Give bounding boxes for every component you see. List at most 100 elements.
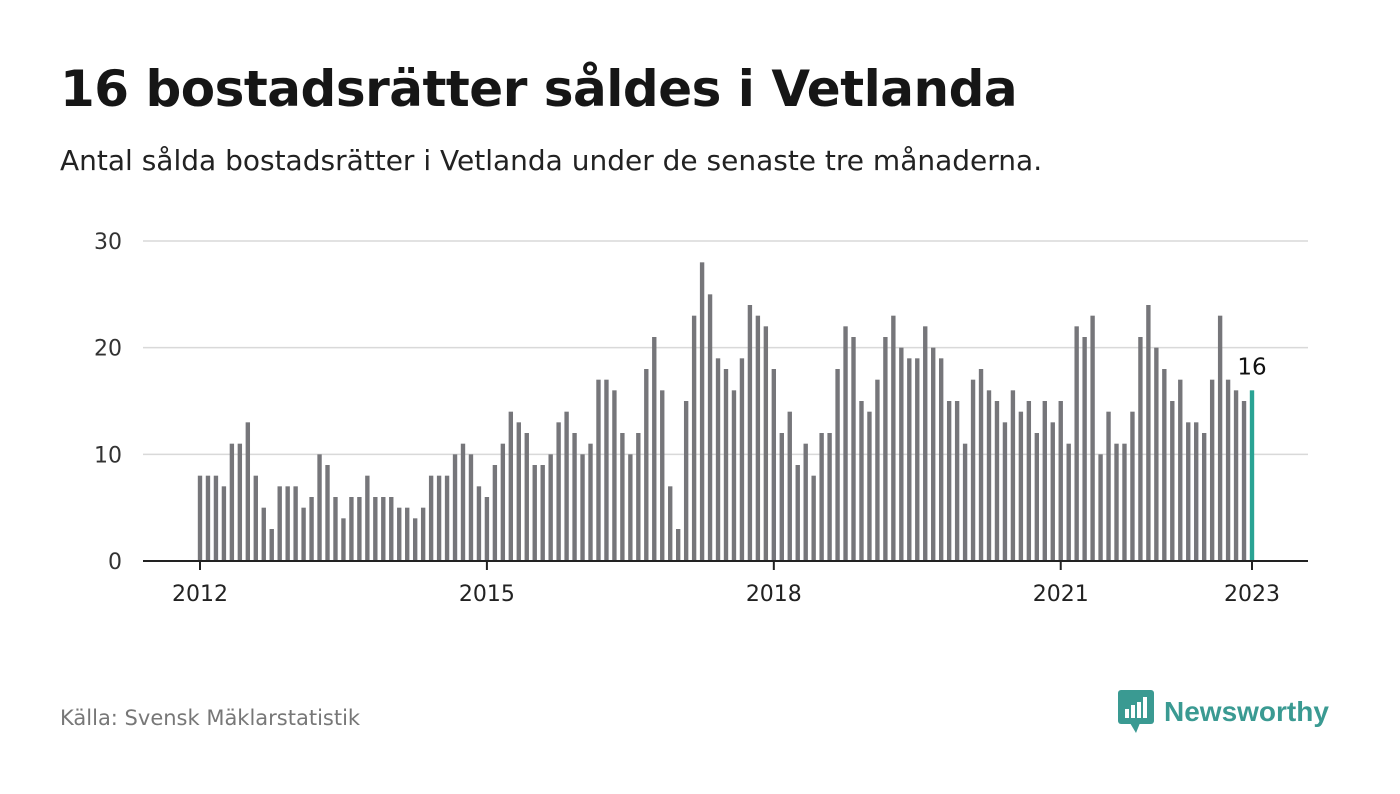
y-tick-label: 30	[94, 230, 122, 255]
bar	[1106, 411, 1111, 561]
bar	[492, 465, 498, 561]
bar	[923, 326, 928, 561]
bar	[707, 294, 713, 561]
bar	[1074, 326, 1079, 561]
bar	[317, 454, 322, 561]
bar	[516, 422, 521, 561]
bar	[962, 443, 968, 561]
bar	[931, 347, 936, 561]
bar-highlight	[1249, 390, 1255, 561]
bar	[795, 465, 800, 561]
bar	[436, 475, 442, 561]
bar	[755, 315, 761, 561]
bar	[668, 486, 673, 561]
bar	[237, 443, 243, 561]
bar	[946, 401, 952, 561]
bar	[779, 433, 784, 561]
bar	[1217, 315, 1223, 561]
bar	[548, 454, 553, 561]
bar	[596, 379, 601, 561]
x-tick-label: 2015	[459, 582, 515, 607]
bar	[444, 475, 450, 561]
bar	[938, 358, 944, 561]
bar	[811, 475, 816, 561]
bar	[532, 465, 537, 561]
bar	[412, 518, 418, 561]
x-tick-label: 2023	[1224, 582, 1280, 607]
brand-name: Newsworthy	[1164, 696, 1329, 727]
bar	[1225, 379, 1231, 561]
x-tick-label: 2012	[172, 582, 228, 607]
bar	[1082, 337, 1087, 561]
bar	[588, 443, 593, 561]
bar	[1098, 454, 1103, 561]
bar-chart-speech-icon	[1118, 690, 1154, 733]
bar	[285, 486, 290, 561]
bar	[468, 454, 474, 561]
bar	[787, 411, 792, 561]
bar	[1042, 401, 1047, 561]
bar	[484, 497, 490, 561]
source-note: Källa: Svensk Mäklarstatistik	[60, 706, 361, 730]
bar	[699, 262, 705, 561]
bar	[1010, 390, 1016, 561]
bar	[1058, 401, 1063, 561]
bar	[253, 475, 258, 561]
bar	[970, 379, 976, 561]
bar	[883, 337, 888, 561]
bar	[397, 507, 402, 561]
bar	[500, 443, 506, 561]
bar	[341, 518, 346, 561]
bar	[612, 390, 617, 561]
bar	[524, 433, 529, 561]
x-axis-ticks: 2012 2015 2018 2021 2023	[172, 561, 1280, 607]
bar	[1002, 422, 1008, 561]
bar	[907, 358, 912, 561]
bar	[381, 497, 386, 561]
x-tick-label: 2018	[746, 582, 802, 607]
bar	[835, 369, 840, 561]
bar	[580, 454, 585, 561]
y-tick-label: 20	[94, 337, 122, 362]
bar	[867, 411, 872, 561]
bar	[460, 443, 466, 561]
bar	[636, 433, 641, 561]
bar	[540, 465, 545, 561]
bar	[205, 475, 211, 561]
bar	[978, 369, 984, 561]
brand-logo: Newsworthy	[1118, 690, 1329, 734]
bar	[357, 497, 362, 561]
bar	[1154, 347, 1159, 561]
bar	[827, 433, 832, 561]
highlight-value-label: 16	[1237, 354, 1266, 380]
bar	[1114, 443, 1119, 561]
bar	[476, 486, 482, 561]
bar	[843, 326, 848, 561]
bar	[349, 497, 354, 561]
bar	[420, 507, 426, 561]
bar	[325, 465, 330, 561]
bar	[452, 454, 458, 561]
bar	[269, 529, 274, 561]
bar	[261, 507, 266, 561]
chart-subtitle: Antal sålda bostadsrätter i Vetlanda und…	[60, 144, 1043, 177]
chart-title: 16 bostadsrätter såldes i Vetlanda	[60, 60, 1018, 118]
bar	[405, 507, 410, 561]
x-tick-label: 2021	[1033, 582, 1089, 607]
bar	[1122, 443, 1127, 561]
bar	[851, 337, 856, 561]
bar	[915, 358, 920, 561]
bar	[652, 337, 657, 561]
bar	[604, 379, 609, 561]
bar	[986, 390, 992, 561]
bar	[365, 475, 370, 561]
bar	[229, 443, 235, 561]
bar	[763, 326, 769, 561]
bar	[277, 486, 282, 561]
bar	[1130, 411, 1135, 561]
bar	[691, 315, 697, 561]
y-axis-ticks: 0 10 20 30	[94, 230, 122, 575]
bar	[572, 433, 577, 561]
bar	[301, 507, 306, 561]
bar	[333, 497, 338, 561]
